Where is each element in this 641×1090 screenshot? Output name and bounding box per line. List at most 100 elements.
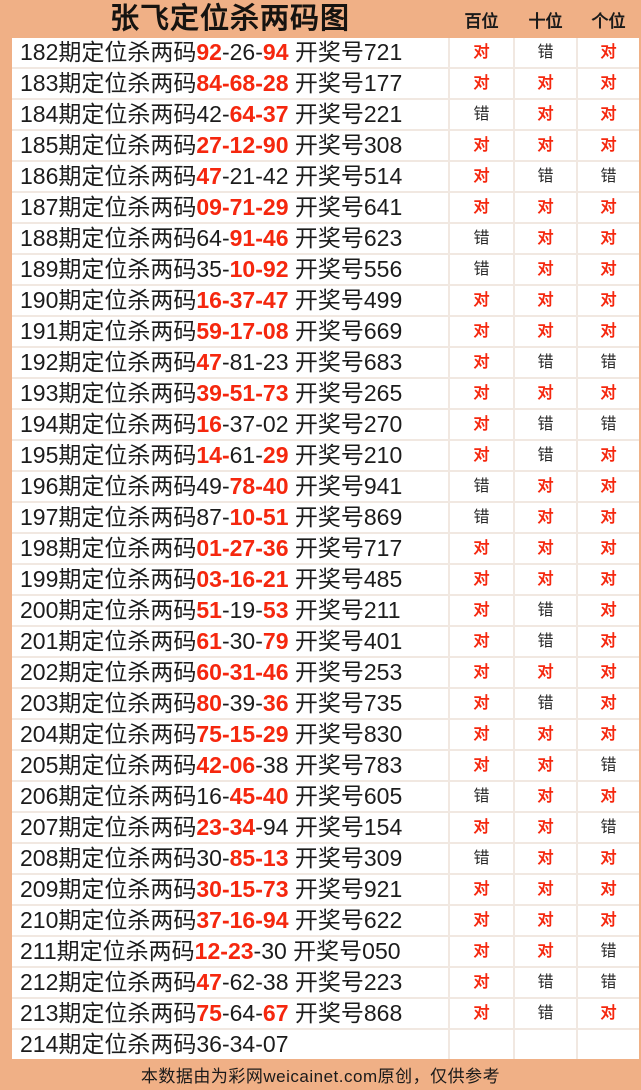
draw-number-text: 开奖号401 xyxy=(288,628,403,654)
code-dash: - xyxy=(221,597,230,623)
code-dash: - xyxy=(255,628,263,654)
result-cell-shi: 对 xyxy=(515,565,576,594)
result-cell-ge: 对 xyxy=(578,38,639,67)
code-dash: - xyxy=(255,442,263,468)
code-dash: - xyxy=(255,752,263,778)
row-period-text: 201期定位杀两码 xyxy=(20,628,197,654)
result-cell-shi: 对 xyxy=(515,224,576,253)
result-cell-bai: 对 xyxy=(450,565,513,594)
code-dash: - xyxy=(221,39,230,65)
result-cell-bai: 错 xyxy=(450,782,513,811)
row-period-text: 189期定位杀两码 xyxy=(20,256,197,282)
kill-code: 64 xyxy=(229,101,256,127)
result-cell-ge: 对 xyxy=(578,782,639,811)
result-cell-bai: 对 xyxy=(450,317,513,346)
code-dash: - xyxy=(221,1031,230,1057)
kill-code: 64 xyxy=(229,1000,256,1026)
kill-code: 17 xyxy=(229,318,256,344)
row-label: 200期定位杀两码51-19-53 开奖号211 xyxy=(12,596,448,625)
kill-code: 09 xyxy=(196,194,222,220)
kill-code: 38 xyxy=(262,752,289,778)
result-cell-shi: 对 xyxy=(515,875,576,904)
kill-code: 15 xyxy=(229,721,256,747)
code-dash: - xyxy=(255,163,263,189)
result-cell-bai: 对 xyxy=(450,968,513,997)
row-period-text: 197期定位杀两码 xyxy=(20,504,197,530)
row-period-text: 213期定位杀两码 xyxy=(20,1000,197,1026)
result-cell-bai: 错 xyxy=(450,472,513,501)
kill-code: 85 xyxy=(229,845,256,871)
kill-code: 30 xyxy=(261,938,287,964)
kill-code: 26 xyxy=(229,39,256,65)
kill-code: 39 xyxy=(229,690,256,716)
row-label: 210期定位杀两码37-16-94 开奖号622 xyxy=(12,906,448,935)
result-cell-shi: 对 xyxy=(515,193,576,222)
code-dash: - xyxy=(255,504,263,530)
result-cell-bai xyxy=(450,1030,513,1059)
code-dash: - xyxy=(221,721,230,747)
draw-number-text: 开奖号721 xyxy=(288,39,403,65)
kill-code: 40 xyxy=(262,783,289,809)
row-period-text: 207期定位杀两码 xyxy=(20,814,197,840)
kill-code: 36 xyxy=(262,690,289,716)
kill-code: 13 xyxy=(262,845,289,871)
kill-code: 10 xyxy=(229,256,256,282)
result-cell-ge: 对 xyxy=(578,844,639,873)
kill-code: 42 xyxy=(196,101,222,127)
result-cell-bai: 错 xyxy=(450,255,513,284)
code-dash: - xyxy=(255,256,263,282)
kill-code: 16 xyxy=(196,287,222,313)
result-cell-bai: 对 xyxy=(450,162,513,191)
result-cell-shi: 对 xyxy=(515,100,576,129)
row-label: 199期定位杀两码03-16-21 开奖号485 xyxy=(12,565,448,594)
code-dash: - xyxy=(221,1000,230,1026)
kill-code: 16 xyxy=(196,783,222,809)
row-label: 193期定位杀两码39-51-73 开奖号265 xyxy=(12,379,448,408)
code-dash: - xyxy=(255,194,263,220)
kill-code: 45 xyxy=(229,783,256,809)
draw-number-text: 开奖号669 xyxy=(288,318,403,344)
result-cell-shi: 错 xyxy=(515,162,576,191)
result-cell-ge: 对 xyxy=(578,627,639,656)
code-dash: - xyxy=(221,566,230,592)
kill-code: 94 xyxy=(262,39,289,65)
draw-number-text: 开奖号869 xyxy=(288,504,403,530)
row-label: 214期定位杀两码36-34-07 xyxy=(12,1030,448,1059)
row-label: 212期定位杀两码47-62-38 开奖号223 xyxy=(12,968,448,997)
row-period-text: 212期定位杀两码 xyxy=(20,969,197,995)
row-period-text: 195期定位杀两码 xyxy=(20,442,197,468)
kill-code: 29 xyxy=(262,442,289,468)
kill-code: 62 xyxy=(229,969,256,995)
kill-code: 37 xyxy=(196,907,222,933)
result-cell-shi: 对 xyxy=(515,317,576,346)
code-dash: - xyxy=(221,349,230,375)
result-cell-ge: 对 xyxy=(578,534,639,563)
kill-code: 61 xyxy=(229,442,256,468)
code-dash: - xyxy=(255,287,263,313)
row-label: 194期定位杀两码16-37-02 开奖号270 xyxy=(12,410,448,439)
result-cell-ge: 错 xyxy=(578,937,639,966)
row-period-text: 186期定位杀两码 xyxy=(20,163,197,189)
row-label: 191期定位杀两码59-17-08 开奖号669 xyxy=(12,317,448,346)
row-label: 204期定位杀两码75-15-29 开奖号830 xyxy=(12,720,448,749)
result-cell-bai: 对 xyxy=(450,875,513,904)
draw-number-text: 开奖号683 xyxy=(288,349,403,375)
row-period-text: 205期定位杀两码 xyxy=(20,752,197,778)
kill-code: 40 xyxy=(262,473,289,499)
kill-code: 36 xyxy=(262,535,289,561)
column-header-bai: 百位 xyxy=(464,11,499,31)
code-dash: - xyxy=(255,566,263,592)
result-cell-ge: 对 xyxy=(578,131,639,160)
row-label: 203期定位杀两码80-39-36 开奖号735 xyxy=(12,689,448,718)
code-dash: - xyxy=(255,969,263,995)
result-cell-bai: 错 xyxy=(450,844,513,873)
result-cell-ge: 对 xyxy=(578,658,639,687)
code-dash: - xyxy=(255,1031,263,1057)
code-dash: - xyxy=(221,287,230,313)
code-dash: - xyxy=(255,690,263,716)
code-dash: - xyxy=(221,659,230,685)
kill-code: 71 xyxy=(229,194,256,220)
code-dash: - xyxy=(221,163,230,189)
result-cell-ge: 对 xyxy=(578,69,639,98)
kill-code: 46 xyxy=(262,659,289,685)
